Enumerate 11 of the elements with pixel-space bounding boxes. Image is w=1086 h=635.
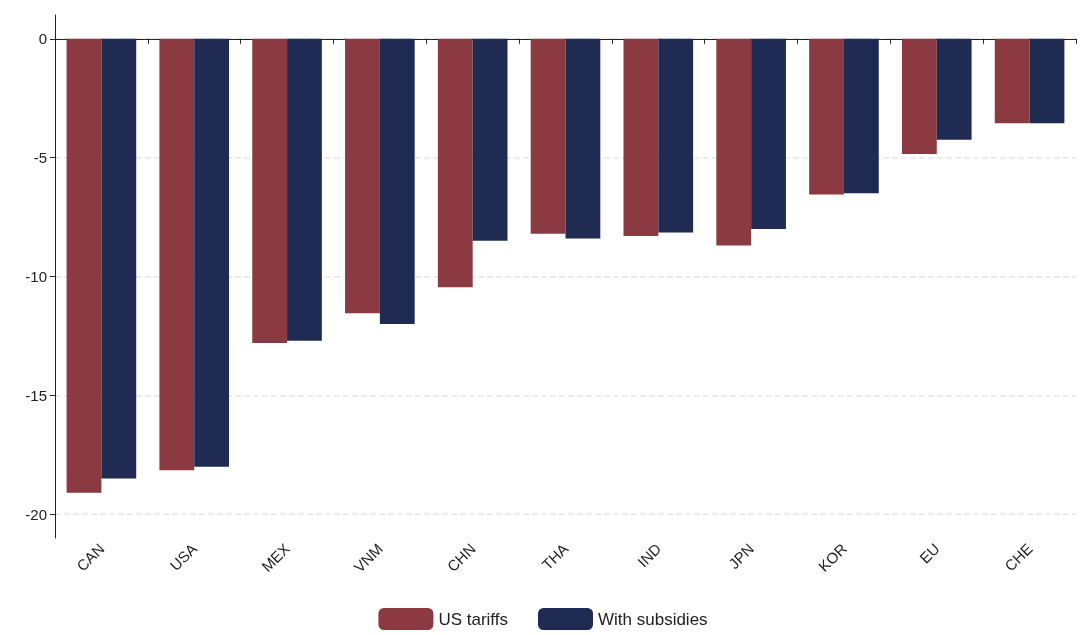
legend-label: With subsidies xyxy=(598,609,708,629)
y-tick-label: -15 xyxy=(25,386,47,404)
x-tick-label: EU xyxy=(916,539,943,567)
x-tick-label: THA xyxy=(538,539,572,574)
legend-label: US tariffs xyxy=(438,609,508,629)
y-tick-label: -20 xyxy=(25,505,47,523)
y-tick-label: 0 xyxy=(38,30,47,48)
y-tick-label: -10 xyxy=(25,268,47,285)
x-tick-label: IND xyxy=(634,539,665,571)
y-tick-label: -5 xyxy=(33,149,47,167)
x-tick-label: USA xyxy=(166,539,201,574)
